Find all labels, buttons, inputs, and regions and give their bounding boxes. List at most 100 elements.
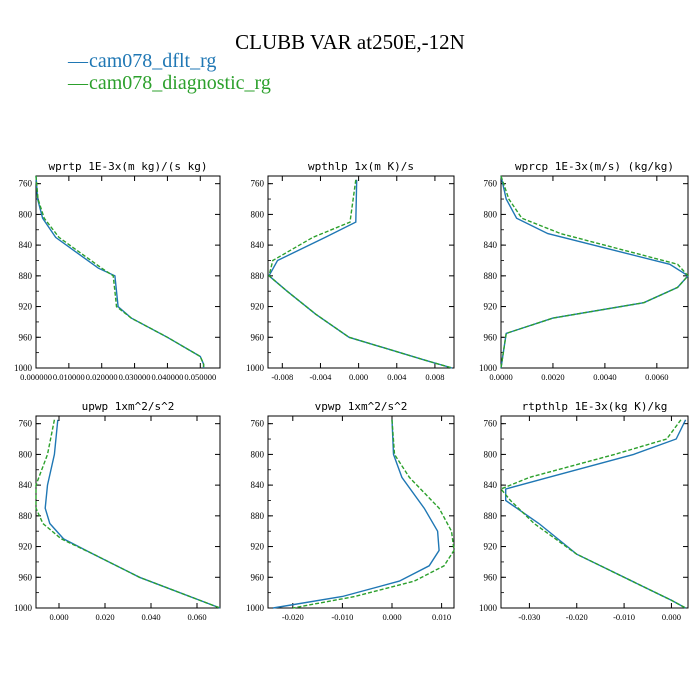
x-tick-label: 0.030000 — [119, 372, 151, 382]
x-tick-label: 0.040 — [141, 612, 160, 622]
x-tick-label: 0.000 — [662, 612, 681, 622]
series-line-diagnostic — [500, 175, 689, 369]
x-tick-label: 0.020000 — [86, 372, 118, 382]
panel-5: vpwp 1xm^2/s^2 760 800 840 880 920 960 1000 -0.0… — [246, 400, 455, 622]
y-tick-label: 1000 — [14, 363, 33, 373]
series-line-diagnostic — [292, 419, 455, 609]
y-tick-label: 840 — [484, 240, 498, 250]
y-tick-label: 840 — [19, 480, 33, 490]
y-tick-label: 800 — [19, 449, 33, 459]
y-tick-label: 880 — [251, 271, 265, 281]
series-line-dflt — [268, 179, 453, 369]
x-tick-label: 0.0060 — [645, 372, 668, 382]
y-tick-label: 920 — [484, 542, 498, 552]
plot-frame — [35, 415, 221, 609]
x-tick-label: 0.060 — [187, 612, 206, 622]
panel-4: upwp 1xm^2/s^2 760 800 840 880 920 960 1000 0.00… — [14, 400, 221, 622]
y-tick-label: 920 — [251, 302, 265, 312]
panel-title: vpwp 1xm^2/s^2 — [315, 400, 408, 413]
x-tick-label: -0.010 — [331, 612, 353, 622]
y-tick-label: 800 — [19, 209, 33, 219]
series-line-diagnostic — [499, 419, 686, 609]
series-line-dflt — [272, 419, 440, 609]
y-tick-label: 800 — [484, 449, 498, 459]
panel-title: wprtp 1E-3x(m kg)/(s kg) — [49, 160, 208, 173]
series-line-dflt — [505, 419, 687, 609]
y-tick-label: 960 — [251, 332, 265, 342]
series-line-dflt — [35, 175, 205, 368]
legend: —cam078_dflt_rg —cam078_diagnostic_rg — [68, 50, 271, 94]
y-tick-label: 880 — [484, 511, 498, 521]
panel-title: upwp 1xm^2/s^2 — [82, 400, 175, 413]
y-tick-label: 840 — [484, 480, 498, 490]
y-tick-label: 1000 — [479, 603, 498, 613]
x-tick-label: 0.004 — [387, 372, 407, 382]
series-line-diagnostic — [35, 419, 221, 609]
y-tick-label: 800 — [251, 449, 265, 459]
y-tick-label: 1000 — [246, 603, 265, 613]
y-tick-label: 800 — [251, 209, 265, 219]
legend-item-dflt: —cam078_dflt_rg — [68, 50, 271, 72]
panel-6: rtpthlp 1E-3x(kg K)/kg 760 800 840 880 920 960… — [479, 400, 689, 622]
x-tick-label: 0.010000 — [53, 372, 85, 382]
x-tick-label: 0.000 — [382, 612, 401, 622]
series-line-diagnostic — [268, 179, 453, 369]
x-tick-label: 0.008 — [425, 372, 444, 382]
figure-title: CLUBB VAR at250E,-12N — [235, 30, 465, 54]
x-tick-label: 0.0020 — [541, 372, 564, 382]
plot-frame — [500, 175, 689, 369]
plot-frame — [500, 415, 689, 609]
x-tick-label: 0.010 — [432, 612, 451, 622]
y-tick-label: 960 — [19, 332, 33, 342]
legend-swatch-diagnostic: — — [68, 72, 88, 94]
legend-item-diagnostic: —cam078_diagnostic_rg — [68, 72, 271, 94]
y-tick-label: 840 — [19, 240, 33, 250]
y-tick-label: 840 — [251, 240, 265, 250]
legend-label-diagnostic: cam078_diagnostic_rg — [89, 72, 271, 94]
x-tick-label: 0.040000 — [151, 372, 183, 382]
y-tick-label: 880 — [19, 271, 33, 281]
y-tick-label: 920 — [251, 542, 265, 552]
x-tick-label: 0.050000 — [184, 372, 216, 382]
y-tick-label: 760 — [484, 179, 498, 189]
y-tick-label: 800 — [484, 209, 498, 219]
y-tick-label: 760 — [251, 419, 265, 429]
x-tick-label: -0.008 — [271, 372, 293, 382]
plot-frame — [267, 175, 455, 369]
series-line-diagnostic — [35, 175, 205, 368]
y-tick-label: 960 — [484, 572, 498, 582]
panel-2: wpthlp 1x(m K)/s 760 800 840 880 920 960 1000 -0… — [246, 160, 455, 382]
y-tick-label: 760 — [19, 419, 33, 429]
y-tick-label: 1000 — [479, 363, 498, 373]
panel-title: rtpthlp 1E-3x(kg K)/kg — [522, 400, 668, 413]
y-tick-label: 760 — [19, 179, 33, 189]
x-tick-label: 0.0040 — [593, 372, 616, 382]
y-tick-label: 760 — [251, 179, 265, 189]
x-tick-label: 0.000 — [49, 612, 68, 622]
y-tick-label: 1000 — [246, 363, 265, 373]
y-tick-label: 960 — [19, 572, 33, 582]
legend-label-dflt: cam078_dflt_rg — [89, 50, 217, 72]
x-tick-label: -0.020 — [282, 612, 304, 622]
panel-title: wprcp 1E-3x(m/s) (kg/kg) — [515, 160, 674, 173]
y-tick-label: 880 — [484, 271, 498, 281]
series-line-dflt — [44, 419, 221, 609]
x-tick-label: -0.020 — [566, 612, 588, 622]
x-tick-label: -0.010 — [613, 612, 635, 622]
y-tick-label: 880 — [251, 511, 265, 521]
y-tick-label: 920 — [19, 542, 33, 552]
x-tick-label: 0.0000 — [489, 372, 512, 382]
y-tick-label: 960 — [484, 332, 498, 342]
y-tick-label: 960 — [251, 572, 265, 582]
x-tick-label: -0.030 — [518, 612, 540, 622]
panel-title: wpthlp 1x(m K)/s — [308, 160, 414, 173]
y-tick-label: 1000 — [14, 603, 33, 613]
x-tick-label: -0.004 — [309, 372, 332, 382]
x-tick-label: 0.000 — [349, 372, 368, 382]
plot-frame — [35, 175, 221, 369]
panel-3: wprcp 1E-3x(m/s) (kg/kg) 760 800 840 880 920 9… — [479, 160, 690, 382]
legend-swatch-dflt: — — [68, 50, 88, 72]
plot-frame — [267, 415, 455, 609]
y-tick-label: 880 — [19, 511, 33, 521]
